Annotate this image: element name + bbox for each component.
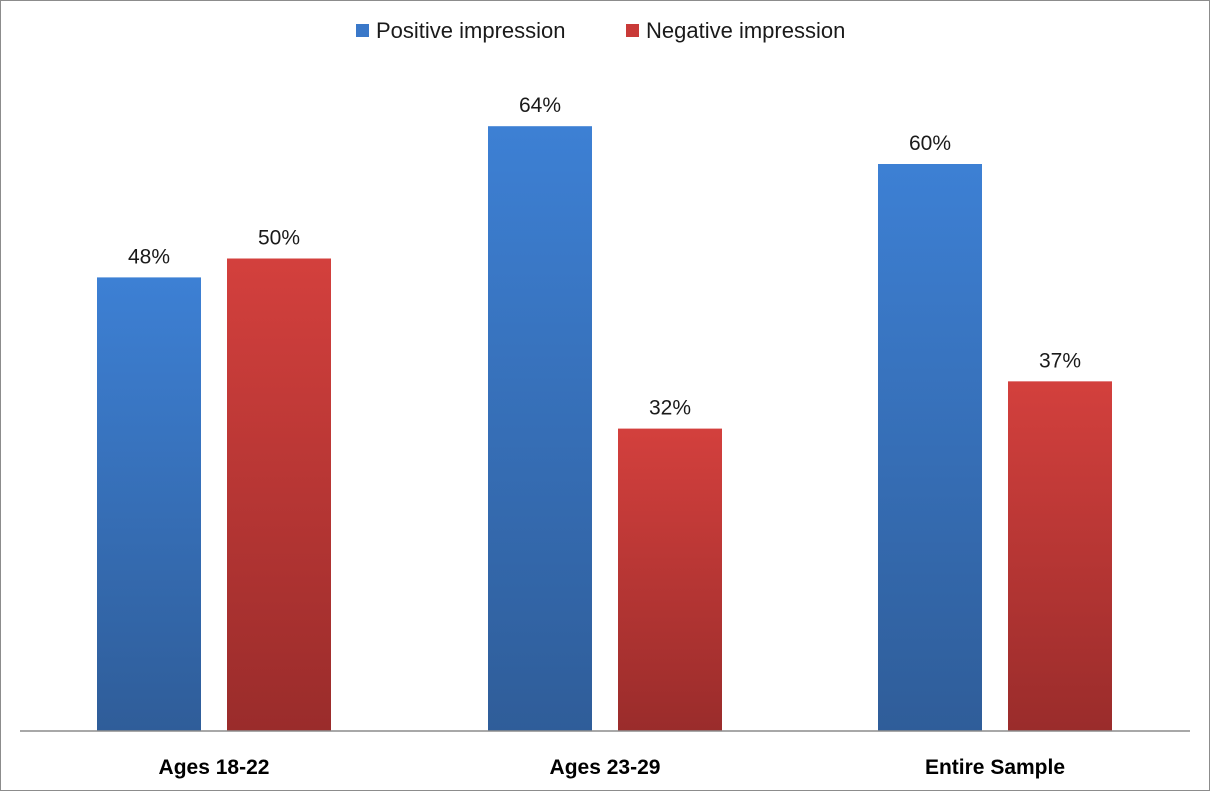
legend-swatch-negative-impression	[626, 24, 639, 37]
bar-positive-impression-ages-18-22	[97, 277, 201, 731]
data-labels-group: 48% 64% 60% 50% 32% 37%	[128, 94, 1081, 419]
data-label-negative-impression-ages-23-29: 32%	[649, 397, 691, 420]
data-label-positive-impression-ages-23-29: 64%	[519, 94, 561, 117]
legend-label-positive-impression: Positive impression	[376, 18, 566, 43]
data-label-positive-impression-ages-18-22: 48%	[128, 245, 170, 268]
data-label-negative-impression-entire-sample: 37%	[1039, 349, 1081, 372]
category-label-ages-23-29: Ages 23-29	[550, 756, 661, 779]
bar-negative-impression-ages-18-22	[227, 258, 331, 731]
legend-label-negative-impression: Negative impression	[646, 18, 845, 43]
category-label-entire-sample: Entire Sample	[925, 756, 1065, 779]
bar-negative-impression-entire-sample	[1008, 381, 1112, 731]
category-labels-group: Ages 18-22 Ages 23-29 Entire Sample	[159, 756, 1065, 779]
bar-positive-impression-ages-23-29	[488, 126, 592, 731]
legend: Positive impression Negative impression	[356, 18, 845, 43]
bar-negative-impression-ages-23-29	[618, 428, 722, 731]
legend-swatch-positive-impression	[356, 24, 369, 37]
category-label-ages-18-22: Ages 18-22	[159, 756, 270, 779]
bars-group	[97, 126, 1112, 731]
bar-positive-impression-entire-sample	[878, 164, 982, 731]
data-label-negative-impression-ages-18-22: 50%	[258, 227, 300, 250]
data-label-positive-impression-entire-sample: 60%	[909, 132, 951, 155]
